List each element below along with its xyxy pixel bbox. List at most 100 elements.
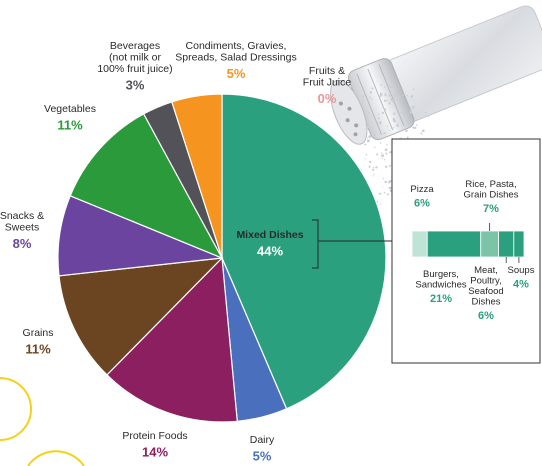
breakdown-label-text: Sandwiches [415, 280, 466, 291]
salt-speck [368, 135, 372, 138]
salt-speck [385, 132, 387, 134]
salt-speck [368, 165, 371, 168]
pie-label-value: 8% [13, 236, 32, 251]
breakdown-label-text: Seafood [468, 286, 503, 297]
pie-label-text: Fruit Juice [303, 77, 352, 89]
salt-speck [382, 178, 385, 180]
salt-speck [383, 99, 387, 102]
pie-label-value: 5% [227, 66, 246, 81]
breakdown-label-soups: Soups 4% [508, 265, 535, 291]
pie-label-vegetables: Vegetables 11% [44, 103, 96, 133]
salt-speck [396, 87, 399, 90]
breakdown-label-value: 21% [430, 293, 452, 305]
breakdown-label-value: 7% [483, 203, 499, 215]
breakdown-segment-burgers-sandwiches [426, 230, 482, 258]
pie-label-value: 44% [257, 244, 283, 259]
salt-speck [365, 153, 368, 156]
salt-speck [378, 113, 380, 115]
salt-speck [367, 138, 369, 140]
salt-speck [371, 98, 373, 100]
pie-label-text: Dairy [250, 434, 275, 446]
salt-speck [402, 107, 405, 110]
salt-speck [420, 132, 423, 135]
mixed-dishes-breakdown: Pizza 6% Burgers,Sandwiches 21% Rice, Pasta,… [391, 138, 541, 364]
salt-speck [402, 94, 405, 96]
pie-label-condiments-gravies-spreads-salad-dressings: Condiments, Gravies,Spreads, Salad Dress… [175, 40, 296, 81]
breakdown-label-rice-pasta-grain-dishes: Rice, Pasta,Grain Dishes 7% [464, 179, 519, 215]
breakdown-bar [411, 230, 525, 258]
salt-speck [415, 124, 418, 126]
salt-speck [384, 108, 387, 111]
pie-label-text: Grains [23, 327, 54, 339]
salt-speck [390, 85, 393, 89]
salt-speck [393, 119, 396, 123]
salt-speck [380, 155, 382, 157]
salt-speck [405, 116, 408, 119]
breakdown-label-value: 6% [478, 310, 494, 322]
salt-speck [388, 165, 390, 167]
salt-speck [401, 111, 404, 114]
salt-speck [427, 116, 430, 118]
salt-speck [369, 91, 372, 94]
salt-speck [386, 125, 389, 128]
pie-slices [57, 93, 387, 423]
breakdown-label-text: Pizza [410, 184, 434, 195]
salt-speck [394, 84, 397, 87]
salt-speck [367, 139, 370, 143]
salt-speck [381, 111, 385, 115]
salt-speck [405, 129, 408, 133]
pie-label-text: Fruits & [309, 65, 345, 77]
salt-speck [392, 126, 395, 129]
salt-speck [380, 152, 383, 154]
salt-speck [384, 148, 388, 152]
salt-speck [369, 160, 372, 164]
salt-speck [388, 95, 391, 97]
salt-speck [389, 164, 392, 167]
salt-speck [362, 101, 364, 104]
breakdown-label-text: Poultry, [470, 276, 502, 287]
salt-speck [424, 111, 427, 114]
pie-label-value: 11% [57, 118, 83, 133]
pie-slice-protein-foods [106, 256, 238, 423]
salt-speck [372, 175, 374, 177]
pie-label-text: Sweets [5, 222, 39, 234]
salt-speck [365, 117, 368, 120]
salt-speck [369, 139, 371, 141]
salt-speck [396, 125, 399, 128]
salt-speck [383, 191, 386, 194]
salt-speck [393, 112, 396, 115]
salt-speck [389, 189, 393, 193]
salt-speck [373, 173, 375, 175]
breakdown-segment-rice-pasta-grain-dishes [480, 230, 499, 258]
pie-label-protein-foods: Protein Foods 14% [122, 430, 187, 460]
salt-speck [379, 142, 382, 144]
breakdown-label-value: 6% [414, 198, 430, 210]
salt-speck [393, 94, 395, 97]
breakdown-labels: Pizza 6% Burgers,Sandwiches 21% Rice, Pasta,… [410, 179, 534, 322]
pie-slice-grains [58, 257, 224, 376]
salt-speck [412, 106, 415, 109]
pie-slice-mixed-dishes [221, 93, 387, 410]
salt-speck [384, 86, 386, 88]
salt-speck [384, 180, 387, 184]
salt-speck [406, 136, 409, 139]
salt-speck [372, 168, 375, 171]
pie-label-text: 100% fruit juice) [97, 63, 172, 75]
salt-speck [379, 131, 381, 133]
pie-label-value: 0% [318, 91, 337, 106]
salt-speck [386, 99, 388, 102]
salt-speck [379, 92, 382, 94]
pie-label-grains: Grains 11% [23, 327, 54, 357]
pie-label-snacks-sweets: Snacks &Sweets 8% [0, 210, 44, 251]
salt-speck [382, 186, 384, 188]
breakdown-label-text: Dishes [471, 297, 500, 308]
salt-speck [394, 104, 396, 106]
breakdown-segment-soups [513, 230, 525, 258]
pie-label-fruits-fruit-juice: Fruits &Fruit Juice 0% [303, 65, 352, 106]
salt-speck [376, 153, 379, 156]
salt-speck [381, 154, 385, 157]
pie-label-mixed-dishes: Mixed Dishes 44% [236, 229, 303, 259]
